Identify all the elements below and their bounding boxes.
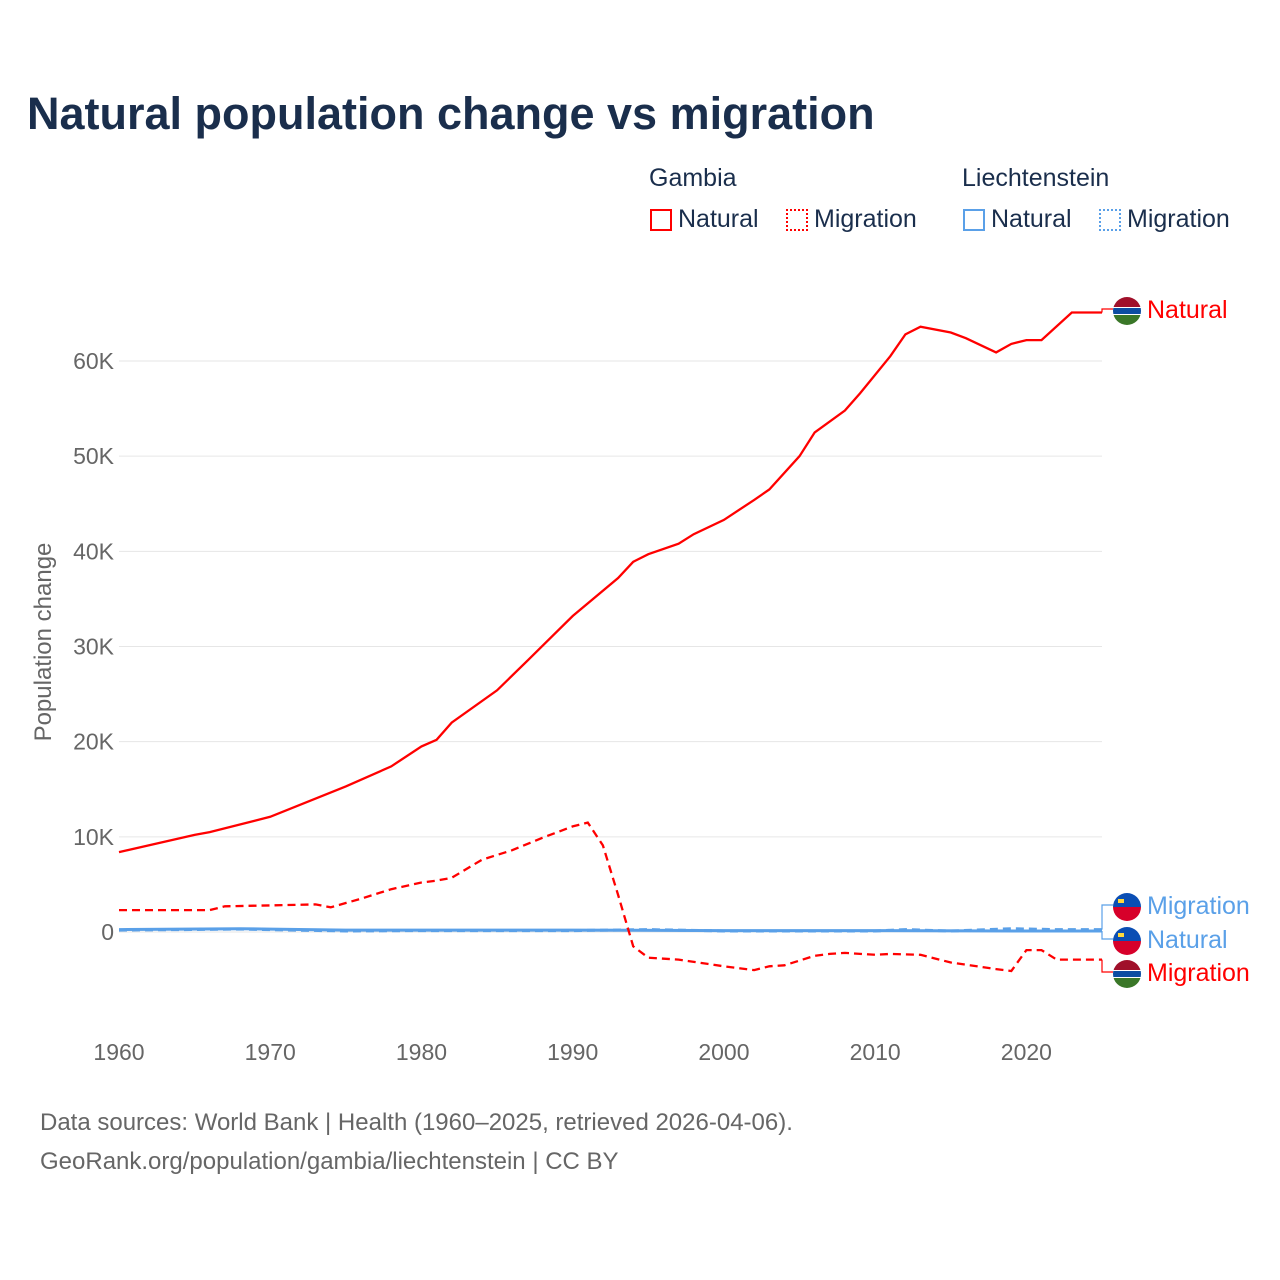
- legend-liechtenstein-natural[interactable]: Natural: [963, 205, 1072, 234]
- legend-gambia-migration[interactable]: Migration: [786, 205, 917, 234]
- x-tick-label: 2010: [850, 1039, 901, 1065]
- liechtenstein-flag-icon: [1113, 927, 1141, 955]
- x-tick-label: 2000: [698, 1039, 749, 1065]
- legend-liechtenstein-migration[interactable]: Migration: [1099, 205, 1230, 234]
- label-connector: [1101, 904, 1113, 930]
- y-tick-label: 10K: [73, 824, 115, 850]
- label-connector: [1101, 959, 1113, 973]
- y-tick-label: 60K: [73, 348, 115, 374]
- x-tick-label: 2020: [1001, 1039, 1052, 1065]
- x-tick-label: 1960: [93, 1039, 144, 1065]
- legend-swatch: [963, 208, 985, 231]
- series-line-gambia-migration: [119, 821, 1102, 973]
- series-line-gambia-natural: [118, 311, 1102, 854]
- end-label-liechtenstein-natural: Natural: [1147, 926, 1228, 954]
- y-tick-label: 20K: [73, 729, 115, 755]
- x-tick-label: 1980: [396, 1039, 447, 1065]
- x-tick-label: 1970: [245, 1039, 296, 1065]
- legend-swatch: [650, 208, 672, 231]
- legend-label: Natural: [678, 205, 759, 233]
- legend-label: Natural: [991, 205, 1072, 233]
- legend-label: Migration: [814, 205, 917, 233]
- legend-gambia-natural[interactable]: Natural: [650, 205, 759, 234]
- legend-group-liechtenstein: Liechtenstein: [962, 164, 1110, 192]
- y-tick-label: 40K: [73, 538, 115, 564]
- liechtenstein-flag-icon: [1113, 893, 1141, 921]
- label-connector: [1101, 931, 1113, 940]
- legend-swatch: [1099, 208, 1121, 231]
- legend-group-gambia: Gambia: [649, 164, 737, 192]
- end-label-gambia-migration: Migration: [1147, 959, 1250, 987]
- legend-label: Migration: [1127, 205, 1230, 233]
- gambia-flag-icon: [1113, 960, 1141, 988]
- label-connector: [1101, 308, 1113, 313]
- series-line-liechtenstein-migration: [118, 927, 1102, 933]
- y-tick-label: 0: [101, 919, 114, 945]
- gambia-flag-icon: [1113, 297, 1141, 325]
- legend-swatch: [786, 208, 808, 231]
- footer-sources: Data sources: World Bank | Health (1960–…: [40, 1109, 793, 1136]
- y-tick-label: 50K: [73, 443, 115, 469]
- y-axis-label: Population change: [30, 543, 57, 742]
- chart-title: Natural population change vs migration: [27, 88, 875, 139]
- footer-link[interactable]: GeoRank.org/population/gambia/liechtenst…: [40, 1148, 619, 1175]
- end-label-gambia-natural: Natural: [1147, 296, 1228, 324]
- end-label-liechtenstein-migration: Migration: [1147, 892, 1250, 920]
- x-tick-label: 1990: [547, 1039, 598, 1065]
- y-tick-label: 30K: [73, 634, 115, 660]
